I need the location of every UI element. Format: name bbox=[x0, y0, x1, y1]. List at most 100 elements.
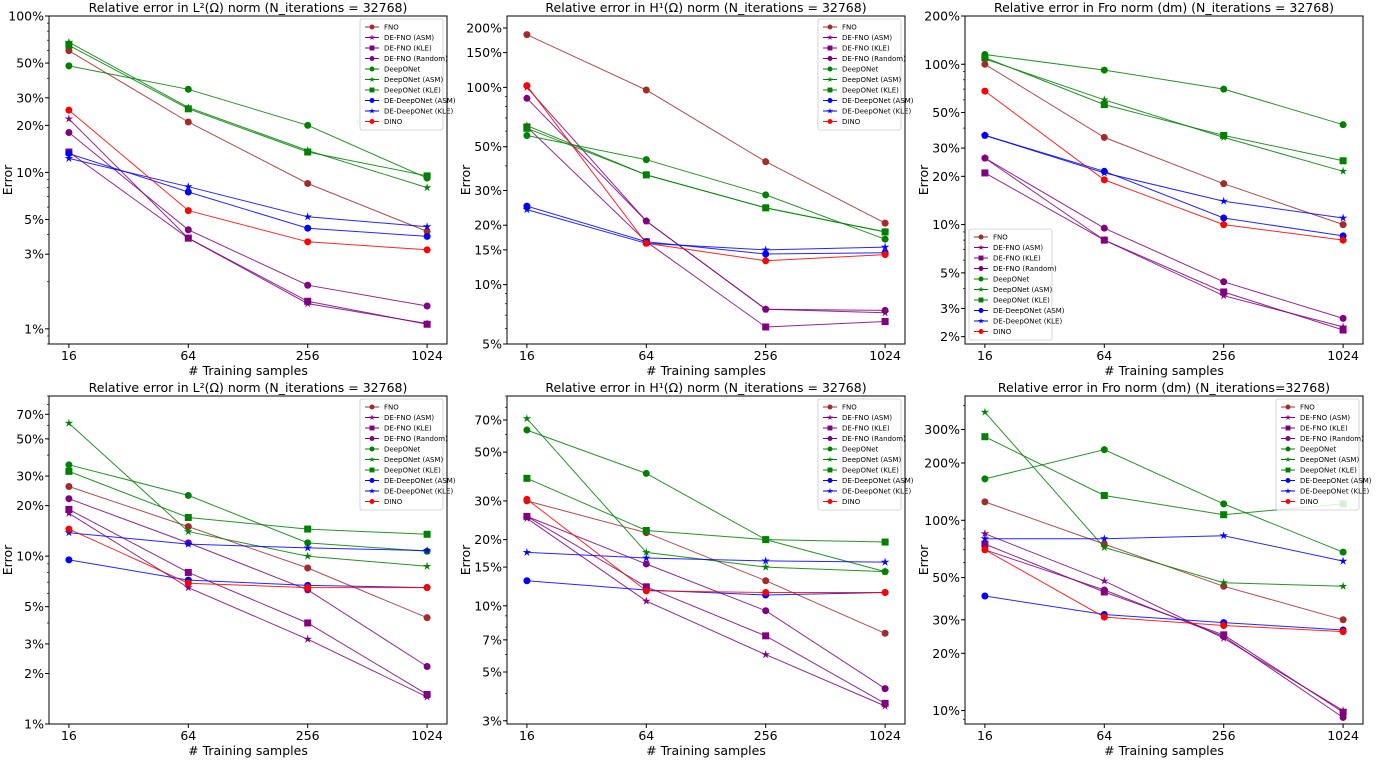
series-fno bbox=[523, 497, 889, 637]
y-tick-label: 3% bbox=[24, 247, 44, 262]
series-line bbox=[68, 44, 428, 177]
series-line bbox=[68, 559, 428, 589]
legend-entry: FNO bbox=[823, 404, 857, 412]
legend-entry: DE-FNO (Random) bbox=[823, 435, 906, 443]
y-tick-label: 100% bbox=[466, 80, 502, 95]
legend-entry: DE-FNO (KLE) bbox=[823, 425, 890, 433]
legend-entry: DE-DeepONet (KLE) bbox=[823, 488, 911, 496]
legend-label: DE-DeepONet (KLE) bbox=[842, 108, 911, 116]
data-point bbox=[304, 584, 312, 592]
x-tick-label: 16 bbox=[519, 728, 535, 743]
legend-entry: DeepONet bbox=[823, 66, 878, 74]
legend: FNO DE-FNO (ASM) DE-FNO (KLE) DE-FNO (Rando… bbox=[1275, 398, 1372, 511]
y-tick-label: 5% bbox=[482, 337, 502, 352]
data-point bbox=[642, 596, 651, 605]
legend-entry: DeepONet (ASM) bbox=[974, 286, 1052, 294]
series-deeponet-kle bbox=[65, 41, 431, 180]
legend-marker-shape bbox=[368, 456, 376, 463]
legend-entry: DeepONet (ASM) bbox=[1281, 456, 1359, 464]
legend-marker bbox=[1284, 456, 1292, 463]
data-point bbox=[762, 632, 770, 640]
data-point bbox=[1220, 131, 1228, 139]
data-point bbox=[1100, 101, 1108, 109]
legend-entry: DeepONet bbox=[823, 446, 878, 454]
legend-label: DE-DeepONet (KLE) bbox=[993, 318, 1062, 326]
y-tick-label: 7% bbox=[482, 632, 502, 647]
legend-marker-shape bbox=[369, 499, 375, 504]
series-line bbox=[526, 500, 886, 634]
x-tick-label: 64 bbox=[180, 348, 196, 363]
legend-label: DE-FNO (Random) bbox=[384, 55, 448, 63]
legend-marker-shape bbox=[1285, 478, 1291, 483]
data-point bbox=[423, 584, 431, 592]
y-tick-label: 5% bbox=[940, 265, 960, 280]
series-line bbox=[68, 498, 428, 667]
data-point bbox=[422, 546, 432, 555]
legend-entry: DE-DeepONet (KLE) bbox=[823, 108, 911, 116]
legend-entry: DE-FNO (ASM) bbox=[974, 244, 1043, 252]
legend-marker bbox=[369, 45, 375, 51]
legend-marker-shape bbox=[827, 499, 833, 504]
x-tick-label: 64 bbox=[638, 728, 654, 743]
y-tick-label: 30% bbox=[474, 183, 502, 198]
legend-label: DeepONet (KLE) bbox=[842, 87, 899, 95]
y-tick-label: 5% bbox=[24, 599, 44, 614]
y-tick-label: 50% bbox=[932, 570, 960, 585]
legend-marker-shape bbox=[369, 66, 375, 72]
legend-marker-shape bbox=[368, 107, 376, 114]
y-tick-label: 50% bbox=[16, 431, 44, 446]
data-point bbox=[65, 128, 73, 136]
legend-label: DINO bbox=[993, 328, 1012, 336]
legend-label: DE-FNO (KLE) bbox=[384, 45, 432, 53]
data-point bbox=[1100, 491, 1108, 499]
series-de-fno-random bbox=[523, 94, 889, 314]
legend-marker-shape bbox=[826, 34, 834, 41]
series-line bbox=[68, 132, 428, 307]
data-point bbox=[423, 690, 431, 698]
legend-marker bbox=[978, 276, 984, 282]
series-line bbox=[68, 528, 428, 589]
series-de-fno-kle bbox=[523, 123, 889, 331]
data-point bbox=[303, 212, 312, 221]
legend-marker-shape bbox=[978, 276, 984, 282]
legend-marker bbox=[368, 414, 376, 421]
legend-marker-shape bbox=[977, 286, 985, 293]
chart-panel-3: Relative error in Fro norm (dm) (N_itera… bbox=[916, 0, 1364, 378]
series-line bbox=[526, 515, 886, 690]
data-point bbox=[184, 527, 193, 536]
data-point bbox=[642, 217, 650, 225]
data-point bbox=[1100, 236, 1108, 244]
legend-entry: DE-FNO (KLE) bbox=[365, 45, 432, 53]
data-point bbox=[184, 207, 192, 215]
data-point bbox=[642, 171, 650, 179]
legend-marker bbox=[826, 487, 834, 494]
x-tick-label: 16 bbox=[977, 348, 993, 363]
data-point bbox=[881, 235, 889, 243]
data-point bbox=[1100, 542, 1109, 552]
legend: FNO DE-FNO (ASM) DE-FNO (KLE) DE-FNO (Rando… bbox=[359, 398, 456, 511]
legend-marker-shape bbox=[369, 45, 375, 51]
data-point bbox=[422, 222, 432, 231]
legend-entry: DINO bbox=[823, 498, 861, 506]
data-point bbox=[523, 495, 531, 503]
data-point bbox=[422, 183, 432, 192]
legend-label: DINO bbox=[384, 498, 403, 506]
data-point bbox=[184, 188, 192, 196]
legend-marker bbox=[827, 425, 833, 431]
legend-marker bbox=[369, 119, 375, 124]
legend-marker-shape bbox=[1285, 425, 1291, 431]
data-point bbox=[65, 505, 73, 513]
data-point bbox=[880, 242, 890, 251]
data-point bbox=[304, 238, 312, 246]
legend-marker bbox=[827, 499, 833, 504]
series-de-deeponet-kle bbox=[980, 531, 1348, 565]
legend-marker bbox=[1285, 436, 1291, 441]
series-line bbox=[984, 549, 1344, 633]
data-point bbox=[762, 607, 770, 615]
series-line bbox=[68, 151, 428, 325]
legend-marker bbox=[1284, 487, 1292, 494]
y-tick-label: 50% bbox=[474, 445, 502, 460]
legend-label: DE-DeepONet (KLE) bbox=[384, 488, 453, 496]
legend-entry: FNO bbox=[365, 404, 399, 412]
legend-marker-shape bbox=[369, 56, 375, 61]
